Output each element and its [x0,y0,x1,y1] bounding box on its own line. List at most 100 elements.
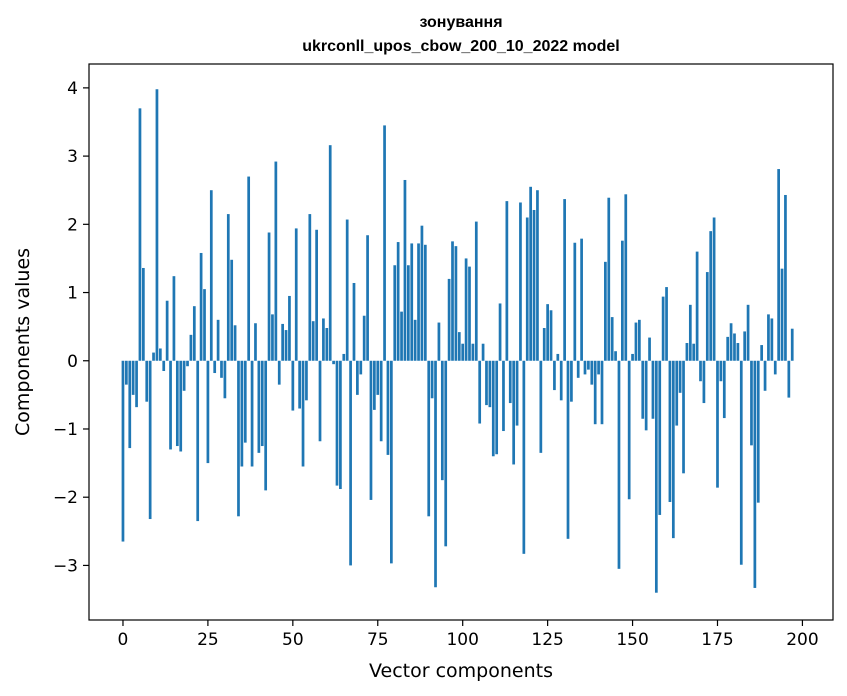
bar [206,360,210,464]
bar [661,296,665,361]
bar [237,360,240,517]
bar [464,258,468,361]
bar [444,360,448,547]
bar [240,360,244,467]
bar [121,360,125,542]
bar [172,276,176,361]
bar [756,360,760,503]
bar [186,360,189,367]
bar [226,214,230,361]
bar [699,360,702,382]
x-axis-label: Vector components [369,660,553,682]
bar [692,343,696,361]
bar [274,161,278,361]
bar [155,89,159,361]
x-tick-label: 25 [197,630,219,650]
bar [403,179,407,361]
bar [308,214,312,361]
bar [223,360,227,399]
bar [471,343,475,361]
x-tick-label: 175 [701,630,733,650]
bar [417,243,420,361]
bar [128,360,132,449]
bar [250,360,254,467]
bar [451,241,454,361]
bar [746,304,750,361]
bar [563,199,566,361]
bar [733,333,736,361]
y-tick-label: 2 [67,215,78,235]
bar [542,328,546,361]
bar [165,300,169,361]
bar [305,360,308,401]
bar [787,360,791,398]
bar [301,360,305,467]
bar [230,259,234,361]
bar [644,360,648,431]
bar [743,331,747,361]
bar [291,360,295,411]
bar [583,360,587,375]
bar [658,360,662,515]
bar [379,360,383,442]
bar [750,360,753,446]
bar [189,334,193,361]
bar [434,360,437,588]
bar [600,360,604,425]
bar [610,317,614,361]
bar [390,360,393,564]
bar [773,360,777,375]
bar [243,360,247,443]
bar [386,360,390,455]
bar [539,360,543,453]
bar [318,360,322,442]
bar [335,360,339,486]
bar [362,315,366,361]
bar [420,225,424,361]
y-tick-label: 0 [67,352,78,372]
x-tick-label: 100 [446,630,478,650]
bar [478,360,482,424]
bar [257,360,261,453]
bar [522,360,526,554]
bar [573,242,577,361]
bar [247,176,251,361]
bar [576,360,580,378]
bar [440,360,444,481]
bar [485,360,488,406]
bar [753,360,757,588]
bar [284,330,288,361]
plot-frame [88,63,834,621]
bar [158,348,162,361]
bar [532,209,536,361]
bar [233,325,237,361]
bar [182,360,186,391]
bar [342,353,346,361]
bar [430,360,434,399]
y-tick-label: −3 [53,556,78,576]
bar [152,352,155,361]
bar [359,360,363,375]
bar [267,232,271,361]
bar [461,343,465,361]
bar [502,360,505,432]
bar [536,190,539,361]
bar [349,360,352,566]
bar [498,303,502,361]
bar [406,265,410,361]
bar [593,360,597,425]
bar [763,360,767,391]
bar [559,360,563,401]
bar [339,360,342,490]
bar [145,360,149,402]
bar [767,314,770,361]
bar [294,228,298,361]
bar [281,323,284,361]
bar [546,304,549,361]
x-tick-label: 200 [786,630,818,650]
bar [369,360,373,500]
bar [288,295,291,361]
bar [457,332,461,361]
bar [566,360,570,539]
